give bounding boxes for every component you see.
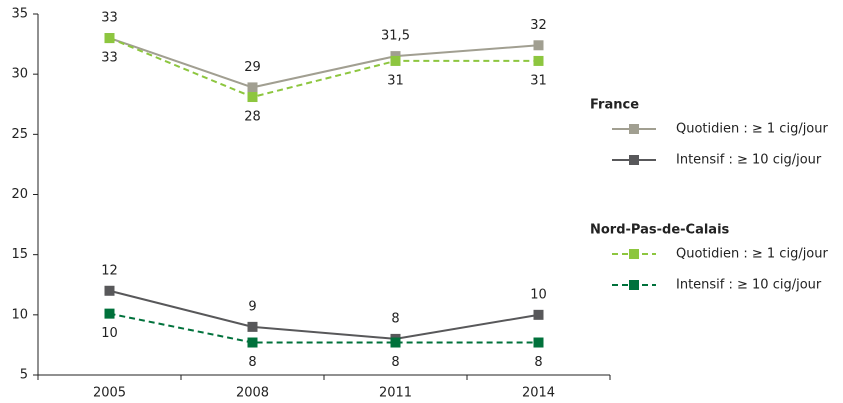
marker bbox=[104, 33, 115, 44]
data-label: 29 bbox=[244, 60, 261, 75]
series-line bbox=[109, 37, 539, 89]
series-line bbox=[109, 37, 539, 99]
data-label: 8 bbox=[534, 355, 542, 370]
marker bbox=[247, 321, 258, 332]
marker bbox=[104, 285, 115, 296]
data-label: 9 bbox=[248, 299, 256, 314]
data-label: 28 bbox=[244, 110, 261, 125]
legend-marker bbox=[629, 280, 639, 290]
legend-label: Intensif : ≥ 10 cig/jour bbox=[676, 278, 822, 293]
y-tick-label: 35 bbox=[11, 7, 28, 22]
marker bbox=[533, 309, 544, 320]
marker bbox=[247, 337, 258, 348]
x-tick-label: 2008 bbox=[236, 386, 269, 401]
legend-marker bbox=[629, 124, 639, 134]
data-label: 31 bbox=[530, 73, 547, 88]
data-label: 31 bbox=[387, 73, 404, 88]
data-label: 33 bbox=[101, 11, 118, 26]
data-label: 12 bbox=[101, 263, 118, 278]
y-tick-label: 10 bbox=[11, 307, 28, 322]
data-label: 10 bbox=[101, 326, 118, 341]
y-tick-label: 15 bbox=[11, 247, 28, 262]
x-tick-label: 2011 bbox=[379, 386, 412, 401]
marker bbox=[247, 82, 258, 93]
marker bbox=[533, 40, 544, 51]
series-line bbox=[109, 289, 539, 340]
y-tick-label: 25 bbox=[11, 127, 28, 142]
marker bbox=[104, 308, 115, 319]
legend-label: Quotidien : ≥ 1 cig/jour bbox=[676, 122, 829, 137]
y-tick-label: 20 bbox=[11, 187, 28, 202]
legend-label: Intensif : ≥ 10 cig/jour bbox=[676, 153, 822, 168]
data-label: 31,5 bbox=[381, 29, 410, 44]
marker bbox=[247, 92, 258, 103]
data-label: 8 bbox=[391, 355, 399, 370]
data-label: 8 bbox=[391, 311, 399, 326]
marker bbox=[533, 337, 544, 348]
series-line bbox=[109, 312, 539, 344]
marker bbox=[533, 55, 544, 66]
y-tick-label: 5 bbox=[20, 368, 28, 383]
legend-group-title: Nord-Pas-de-Calais bbox=[590, 223, 730, 238]
y-tick-label: 30 bbox=[11, 67, 28, 82]
data-label: 32 bbox=[530, 18, 547, 33]
legend-marker bbox=[629, 155, 639, 165]
marker bbox=[390, 337, 401, 348]
data-label: 33 bbox=[101, 51, 118, 66]
legend-label: Quotidien : ≥ 1 cig/jour bbox=[676, 247, 829, 262]
marker bbox=[390, 55, 401, 66]
legend-group-title: France bbox=[590, 98, 639, 113]
data-label: 10 bbox=[530, 287, 547, 302]
x-tick-label: 2005 bbox=[93, 386, 126, 401]
data-label: 8 bbox=[248, 355, 256, 370]
x-tick-label: 2014 bbox=[522, 386, 555, 401]
legend-marker bbox=[629, 249, 639, 259]
